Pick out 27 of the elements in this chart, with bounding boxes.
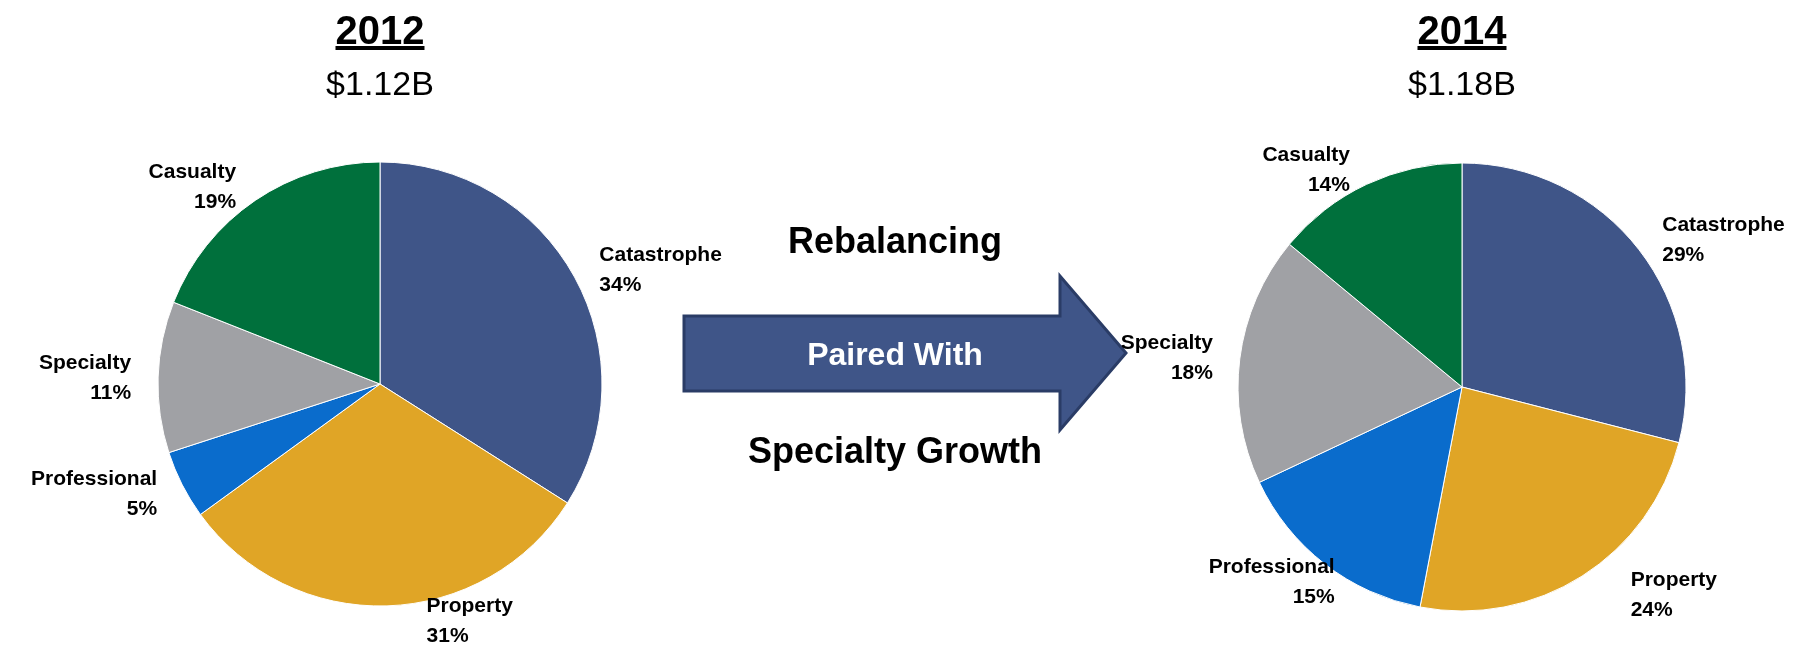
text: Specialty Growth (746, 430, 1044, 472)
chart-subtitle: $1.12B (325, 64, 435, 103)
slice-label: Catastrophe (599, 241, 722, 265)
data-label: 29% (1662, 242, 1705, 266)
data-label: 18% (1170, 360, 1214, 384)
chart-title: 2014 (1416, 8, 1508, 53)
data-label: 5% (126, 496, 158, 520)
text: Rebalancing (787, 220, 1003, 261)
data-label: 34% (599, 271, 642, 295)
slice-label: Professional (31, 466, 158, 490)
data-label: 11% (90, 379, 132, 403)
slice-label: Catastrophe (1662, 212, 1785, 236)
slice-label: Casualty (148, 159, 237, 182)
data-label: 31% (426, 622, 469, 646)
data-label: 15% (1292, 583, 1335, 607)
slice-label: Property (426, 592, 514, 616)
slice-label: Specialty (38, 349, 132, 373)
slice-label: Professional (1208, 553, 1335, 577)
data-label: 14% (1307, 171, 1351, 195)
slice-label: Specialty (1120, 330, 1214, 354)
chart-title: 2012 (334, 8, 426, 53)
slice-label: Property (1630, 566, 1718, 590)
data-label: 24% (1630, 596, 1674, 620)
slice-label: Casualty (1262, 141, 1351, 165)
data-label: 19% (194, 189, 237, 212)
chart-subtitle: $1.18B (1407, 64, 1517, 103)
text: Paired With (807, 336, 983, 372)
